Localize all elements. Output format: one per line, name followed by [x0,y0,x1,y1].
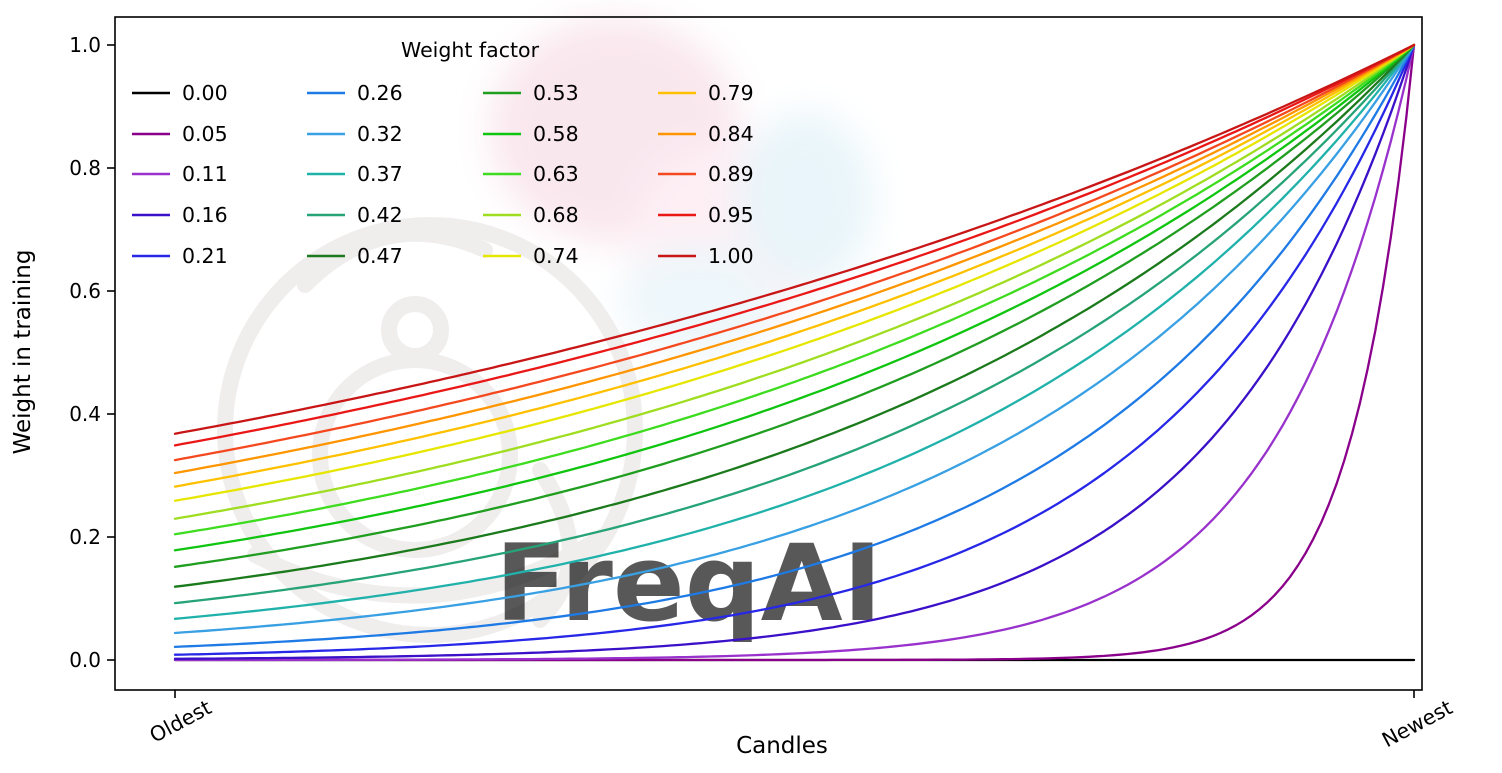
watermark-text: FreqAI [495,522,882,645]
legend-label: 0.21 [182,244,228,268]
series-line-0.26 [173,43,1416,649]
legend-label: 0.53 [533,81,579,105]
legend-title: Weight factor [401,38,540,62]
series-line-0.53 [173,43,1416,568]
legend-entry-0.05: 0.05 [132,122,228,146]
series-line-0.16 [173,43,1416,660]
legend-entry-0.26: 0.26 [307,81,403,105]
series-line-0.68 [173,43,1416,520]
legend-entry-1.00: 1.00 [658,244,754,268]
plot-border [114,16,1423,691]
legend-label: 0.00 [182,81,228,105]
series-line-0.89 [173,43,1416,462]
series-line-0.95 [173,43,1416,447]
legend-label: 0.05 [182,122,228,146]
legend-label: 0.68 [533,203,579,227]
series-line-0.63 [173,43,1416,536]
legend-entry-0.68: 0.68 [483,203,579,227]
legend-label: 0.79 [708,81,754,105]
y-tick-label: 0.2 [69,525,101,549]
legend-label: 0.32 [357,122,403,146]
legend: 0.00 0.05 0.11 0.16 0.21 0.26 0.32 0.37 0.42 0.47… [132,81,754,268]
legend-entry-0.21: 0.21 [132,244,228,268]
y-tick-label: 0.8 [69,156,101,180]
legend-entry-0.74: 0.74 [483,244,579,268]
legend-label: 0.58 [533,122,579,146]
watermark: FreqAI [217,18,882,645]
legend-entry-0.79: 0.79 [658,81,754,105]
watermark-logo [217,217,643,643]
series-curves [173,43,1416,662]
series-line-0.84 [173,43,1416,475]
y-tick-label: 1.0 [69,33,101,57]
y-axis-label: Weight in training [10,250,36,455]
legend-label: 0.74 [533,244,579,268]
legend-entry-0.95: 0.95 [658,203,754,227]
series-line-0.21 [173,43,1416,656]
legend-label: 0.84 [708,122,754,146]
series-line-0.47 [173,43,1416,588]
watermark-blue-blob [737,112,873,288]
series-line-0.32 [173,43,1416,635]
legend-entry-0.89: 0.89 [658,162,754,186]
legend-entry-0.16: 0.16 [132,203,228,227]
series-line-1.00 [173,43,1416,435]
legend-label: 0.42 [357,203,403,227]
legend-entry-0.11: 0.11 [132,162,228,186]
legend-entry-0.84: 0.84 [658,122,754,146]
legend-label: 0.95 [708,203,754,227]
legend-label: 0.26 [357,81,403,105]
legend-label: 0.37 [357,162,403,186]
legend-entry-0.47: 0.47 [307,244,403,268]
series-line-0.37 [173,43,1416,620]
legend-label: 0.63 [533,162,579,186]
series-line-0.79 [173,43,1416,488]
y-tick-label: 0.0 [69,648,101,672]
x-tick-label-oldest: Oldest [146,695,216,747]
watermark-blue-blob-2 [620,245,780,355]
legend-label: 0.89 [708,162,754,186]
legend-entry-0.42: 0.42 [307,203,403,227]
series-line-0.58 [173,43,1416,552]
x-axis-label: Candles [736,733,828,759]
legend-entry-0.37: 0.37 [307,162,403,186]
legend-label: 0.16 [182,203,228,227]
series-line-0.42 [173,43,1416,605]
legend-label: 0.47 [357,244,403,268]
y-tick-label: 0.4 [69,402,101,426]
y-tick-label: 0.6 [69,279,101,303]
legend-entry-0.53: 0.53 [483,81,579,105]
legend-entry-0.00: 0.00 [132,81,228,105]
legend-label: 0.11 [182,162,228,186]
legend-label: 1.00 [708,244,754,268]
legend-entry-0.63: 0.63 [483,162,579,186]
legend-entry-0.58: 0.58 [483,122,579,146]
legend-entry-0.32: 0.32 [307,122,403,146]
series-line-0.11 [173,43,1416,662]
series-line-0.74 [173,43,1416,502]
x-tick-label-newest: Newest [1378,695,1456,752]
